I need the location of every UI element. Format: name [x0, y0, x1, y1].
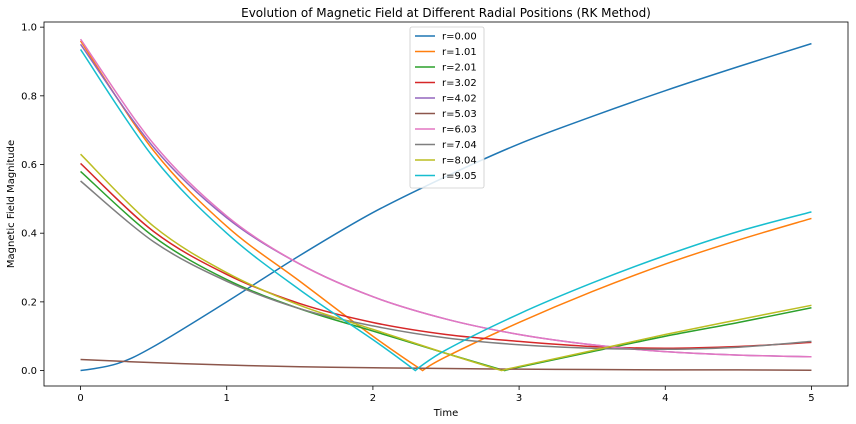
series-line-2	[80, 170, 812, 372]
legend-label: r=8.04	[442, 156, 477, 167]
legend-label: r=2.01	[442, 63, 477, 74]
series-line-0	[80, 42, 812, 372]
series-line-6	[79, 38, 812, 358]
x-tick-label: 5	[808, 393, 814, 404]
chart-title: Evolution of Magnetic Field at Different…	[241, 6, 651, 20]
plot-frame	[43, 21, 849, 387]
series-line-3	[80, 162, 812, 349]
legend-label: r=0.00	[442, 32, 477, 43]
legend: r=0.00 r=1.01 r=2.01 r=3.02 r=4.02 r=5.03 r=6.…	[409, 26, 485, 189]
y-axis-title: Magnetic Field Magnitude	[6, 140, 17, 268]
y-tick-label: 0.2	[21, 297, 37, 308]
series-line-7	[80, 180, 812, 351]
plot-area	[79, 38, 812, 372]
x-tick-label: 4	[662, 393, 668, 404]
legend-label: r=1.01	[442, 47, 477, 58]
series-line-8	[80, 153, 812, 372]
y-tick-label: 0.8	[21, 91, 37, 102]
series-line-9	[79, 49, 812, 372]
legend-label: r=4.02	[442, 94, 477, 105]
legend-label: r=5.03	[442, 109, 477, 120]
legend-label: r=7.04	[442, 140, 477, 151]
x-tick-label: 2	[370, 393, 376, 404]
y-tick-label: 1.0	[21, 23, 37, 34]
y-tick-label: 0.4	[21, 229, 37, 240]
legend-label: r=3.02	[442, 78, 477, 89]
series-line-1	[79, 40, 812, 372]
legend-label: r=6.03	[442, 125, 477, 136]
x-tick-label: 0	[77, 393, 83, 404]
series-line-5	[80, 358, 812, 371]
x-axis-title: Time	[433, 408, 458, 419]
legend-label: r=9.05	[442, 171, 477, 182]
y-axis: 0.0 0.2 0.4 0.6 0.8 1.0	[21, 23, 44, 377]
y-tick-label: 0.6	[21, 160, 37, 171]
x-tick-label: 1	[224, 393, 230, 404]
x-axis: 0 1 2 3 4 5	[77, 386, 815, 404]
x-tick-label: 3	[516, 393, 522, 404]
y-tick-label: 0.0	[21, 366, 37, 377]
